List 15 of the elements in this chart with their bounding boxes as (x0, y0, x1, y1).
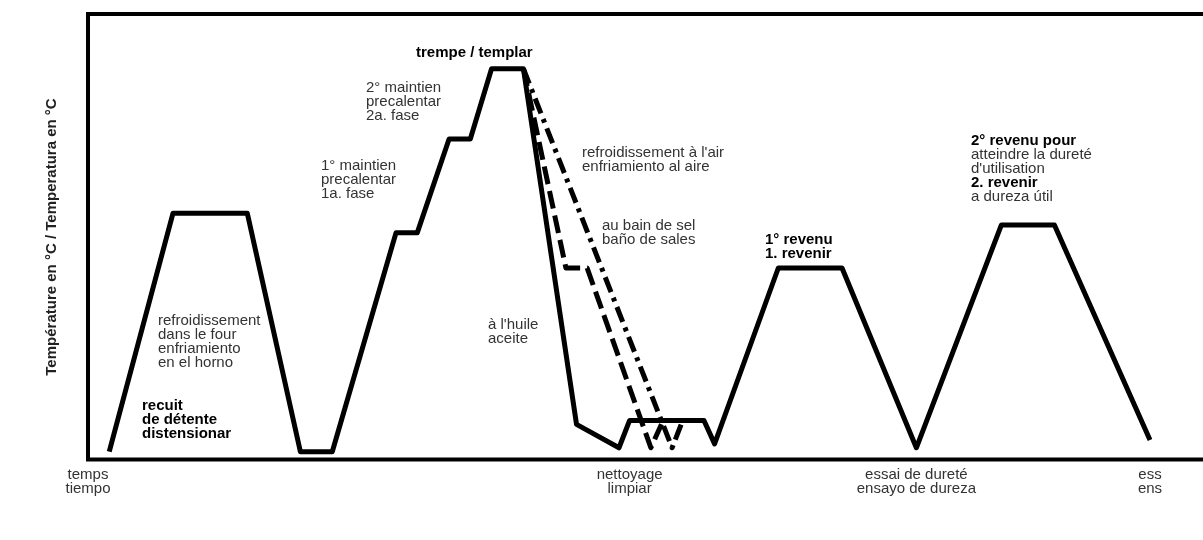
annotation: au bain de sel baño de sales (602, 216, 696, 247)
annotation: 2° maintien precalentar 2a. fase (366, 78, 442, 123)
annotation: refroidissement à l'air enfriamiento al aire (582, 143, 725, 174)
annotation: à l'huile aceite (488, 315, 539, 346)
text: trempe / templar (416, 43, 533, 60)
x-tick-label: temps tiempo (65, 464, 111, 497)
x-tick-label: ess ens (1137, 464, 1163, 497)
annotation: 1° revenu 1. revenir (765, 230, 833, 261)
annotation: refroidissement dans le four enfriamiento en el horno (158, 311, 261, 370)
x-tick-label: nettoyage limpiar (596, 464, 663, 497)
x-tick-label: essai de dureté ensayo de dureza (856, 464, 977, 497)
y-axis-title: Température en °C / Temperatura en °C (41, 98, 59, 376)
annotation: 1° maintien precalentar 1a. fase (321, 156, 397, 201)
annotation: recuit de détente distensionar (142, 396, 232, 441)
annotation: 2° revenu pour atteindre la dureté d'utilisation 2. revenir a dureza útil (971, 131, 1092, 204)
